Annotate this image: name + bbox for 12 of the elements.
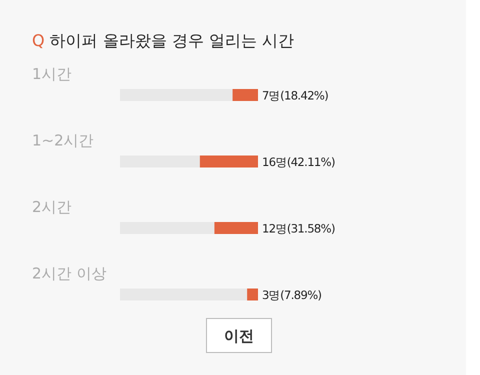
text: 이전 xyxy=(224,327,254,345)
data-label: 12명(31.58%) xyxy=(262,222,335,236)
data-label: 3명(7.89%) xyxy=(262,288,322,302)
data-label: 7명(18.42%) xyxy=(262,88,328,102)
bar xyxy=(247,288,258,300)
bar xyxy=(232,89,258,101)
chart-title: Q 하이퍼 올라왔을 경우 얼리는 시간 xyxy=(32,31,294,50)
y-tick-label: 2시간 이상 xyxy=(32,264,106,282)
data-label: 16명(42.11%) xyxy=(262,155,335,169)
y-tick-label: 1시간 xyxy=(32,65,72,83)
y-tick-label: 1~2시간 xyxy=(32,132,94,150)
y-tick-label: 2시간 xyxy=(32,198,72,216)
